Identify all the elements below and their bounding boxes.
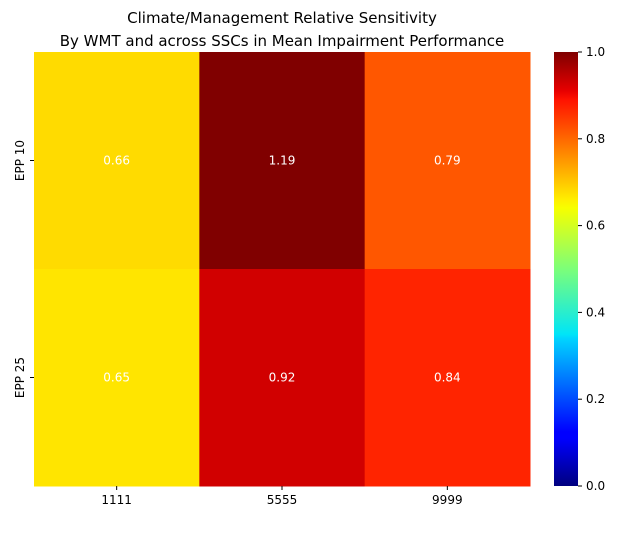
colorbar-tick-label: 0.8 <box>586 132 605 146</box>
x-tick-label: 9999 <box>432 493 463 507</box>
colorbar-tick-label: 0.2 <box>586 392 605 406</box>
cell-value-label: 0.92 <box>269 371 296 385</box>
y-axis: EPP 10 EPP 25 <box>13 140 34 398</box>
heatmap-cell <box>34 52 200 270</box>
colorbar-tick-label: 0.6 <box>586 219 605 233</box>
colorbar-ticks: 0.0 0.2 0.4 0.6 0.8 1.0 <box>578 45 605 493</box>
y-tick-label: EPP 10 <box>13 140 27 181</box>
chart-title-line-1: Climate/Management Relative Sensitivity <box>127 9 437 27</box>
cell-value-label: 0.66 <box>103 154 130 168</box>
heatmap-cells <box>34 52 531 487</box>
heatmap-cell <box>364 52 531 270</box>
cell-value-label: 0.79 <box>434 154 461 168</box>
y-tick-label: EPP 25 <box>13 357 27 398</box>
heatmap-cell <box>199 269 366 487</box>
colorbar-tick-label: 1.0 <box>586 45 605 59</box>
x-tick-label: 1111 <box>101 493 132 507</box>
cell-value-label: 0.84 <box>434 371 461 385</box>
heatmap-cell <box>34 269 200 487</box>
heatmap-cell <box>364 269 531 487</box>
x-axis: 1111 5555 9999 <box>101 486 463 507</box>
chart-title-line-2: By WMT and across SSCs in Mean Impairmen… <box>60 32 505 50</box>
colorbar-tick-label: 0.4 <box>586 305 605 319</box>
cell-value-label: 0.65 <box>103 371 130 385</box>
heatmap-annotations: 0.66 1.19 0.79 0.65 0.92 0.84 <box>103 154 460 385</box>
colorbar <box>554 52 578 486</box>
cell-value-label: 1.19 <box>269 154 296 168</box>
heatmap-cell <box>199 52 366 270</box>
colorbar-tick-label: 0.0 <box>586 479 605 493</box>
x-tick-label: 5555 <box>267 493 298 507</box>
